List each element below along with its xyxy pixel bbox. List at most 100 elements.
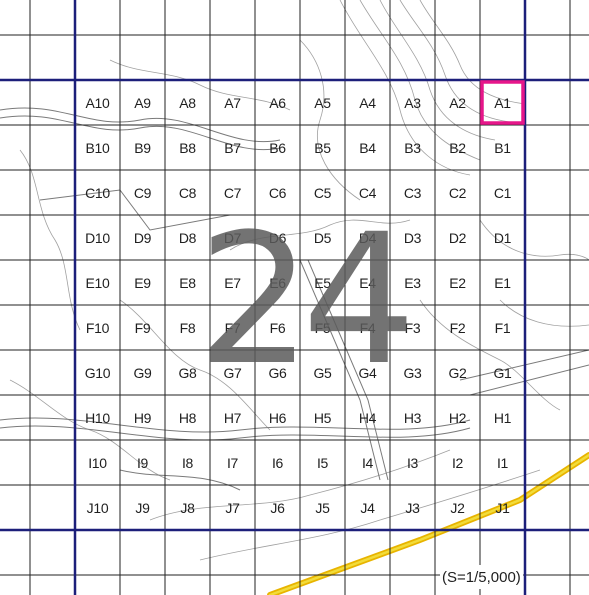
grid-cell-i10[interactable]: I10 — [88, 454, 107, 471]
grid-cell-b9[interactable]: B9 — [134, 139, 151, 156]
grid-cell-f2[interactable]: F2 — [449, 319, 466, 336]
grid-cell-h6[interactable]: H6 — [268, 409, 287, 426]
grid-cell-d5[interactable]: D5 — [313, 229, 332, 246]
grid-cell-f8[interactable]: F8 — [179, 319, 196, 336]
grid-cell-i2[interactable]: I2 — [451, 454, 464, 471]
grid-cell-b4[interactable]: B4 — [359, 139, 376, 156]
grid-cell-h8[interactable]: H8 — [178, 409, 197, 426]
grid-cell-i7[interactable]: I7 — [226, 454, 239, 471]
grid-cell-e10[interactable]: E10 — [85, 274, 110, 291]
grid-cell-b3[interactable]: B3 — [404, 139, 421, 156]
grid-cell-e4[interactable]: E4 — [359, 274, 376, 291]
grid-cell-j9[interactable]: J9 — [135, 499, 150, 516]
grid-cell-b8[interactable]: B8 — [179, 139, 196, 156]
grid-cell-e1[interactable]: E1 — [494, 274, 511, 291]
grid-cell-g1[interactable]: G1 — [493, 364, 512, 381]
grid-cell-g6[interactable]: G6 — [268, 364, 287, 381]
grid-cell-c9[interactable]: C9 — [133, 184, 152, 201]
grid-cell-d3[interactable]: D3 — [403, 229, 422, 246]
grid-cell-h7[interactable]: H7 — [223, 409, 242, 426]
grid-cell-h4[interactable]: H4 — [358, 409, 377, 426]
grid-cell-j7[interactable]: J7 — [225, 499, 240, 516]
grid-cell-i4[interactable]: I4 — [361, 454, 374, 471]
grid-cell-e9[interactable]: E9 — [134, 274, 151, 291]
grid-cell-h9[interactable]: H9 — [133, 409, 152, 426]
grid-cell-b2[interactable]: B2 — [449, 139, 466, 156]
grid-cell-h5[interactable]: H5 — [313, 409, 332, 426]
grid-cell-g5[interactable]: G5 — [313, 364, 332, 381]
grid-cell-d7[interactable]: D7 — [223, 229, 242, 246]
grid-cell-c4[interactable]: C4 — [358, 184, 377, 201]
grid-cell-a8[interactable]: A8 — [179, 94, 196, 111]
grid-cell-b5[interactable]: B5 — [314, 139, 331, 156]
grid-cell-j5[interactable]: J5 — [315, 499, 330, 516]
grid-cell-i8[interactable]: I8 — [181, 454, 194, 471]
grid-cell-f9[interactable]: F9 — [134, 319, 151, 336]
grid-cell-c2[interactable]: C2 — [448, 184, 467, 201]
grid-cell-g10[interactable]: G10 — [84, 364, 111, 381]
grid-cell-f4[interactable]: F4 — [359, 319, 376, 336]
grid-cell-f3[interactable]: F3 — [404, 319, 421, 336]
grid-cell-g7[interactable]: G7 — [223, 364, 242, 381]
grid-cell-j8[interactable]: J8 — [180, 499, 195, 516]
grid-cell-i6[interactable]: I6 — [271, 454, 284, 471]
grid-cell-i9[interactable]: I9 — [136, 454, 149, 471]
grid-cell-f1[interactable]: F1 — [494, 319, 511, 336]
grid-cell-j1[interactable]: J1 — [495, 499, 510, 516]
grid-cell-c8[interactable]: C8 — [178, 184, 197, 201]
grid-cell-c3[interactable]: C3 — [403, 184, 422, 201]
grid-cell-i5[interactable]: I5 — [316, 454, 329, 471]
grid-cell-c10[interactable]: C10 — [85, 184, 110, 201]
grid-cell-g4[interactable]: G4 — [358, 364, 377, 381]
grid-cell-g8[interactable]: G8 — [178, 364, 197, 381]
grid-cell-j3[interactable]: J3 — [405, 499, 420, 516]
grid-cell-b10[interactable]: B10 — [85, 139, 110, 156]
grid-cell-e3[interactable]: E3 — [404, 274, 421, 291]
grid-cell-c5[interactable]: C5 — [313, 184, 332, 201]
grid-cell-h10[interactable]: H10 — [85, 409, 110, 426]
grid-cell-d6[interactable]: D6 — [268, 229, 287, 246]
grid-cell-e8[interactable]: E8 — [179, 274, 196, 291]
grid-cell-a4[interactable]: A4 — [359, 94, 376, 111]
grid-cell-f7[interactable]: F7 — [224, 319, 241, 336]
grid-cell-a6[interactable]: A6 — [269, 94, 286, 111]
grid-cell-d10[interactable]: D10 — [85, 229, 110, 246]
grid-cell-h1[interactable]: H1 — [493, 409, 512, 426]
grid-cell-a3[interactable]: A3 — [404, 94, 421, 111]
grid-cell-b7[interactable]: B7 — [224, 139, 241, 156]
grid-cell-a2[interactable]: A2 — [449, 94, 466, 111]
grid-cell-a10[interactable]: A10 — [85, 94, 110, 111]
grid-cell-h2[interactable]: H2 — [448, 409, 467, 426]
grid-cell-c7[interactable]: C7 — [223, 184, 242, 201]
grid-cell-d2[interactable]: D2 — [448, 229, 467, 246]
grid-cell-j4[interactable]: J4 — [360, 499, 375, 516]
grid-cell-i1[interactable]: I1 — [496, 454, 509, 471]
grid-cell-d8[interactable]: D8 — [178, 229, 197, 246]
grid-cell-b6[interactable]: B6 — [269, 139, 286, 156]
grid-cell-e5[interactable]: E5 — [314, 274, 331, 291]
grid-cell-a5[interactable]: A5 — [314, 94, 331, 111]
grid-cell-a7[interactable]: A7 — [224, 94, 241, 111]
grid-cell-i3[interactable]: I3 — [406, 454, 419, 471]
grid-cell-c6[interactable]: C6 — [268, 184, 287, 201]
grid-cell-a1[interactable]: A1 — [494, 94, 511, 111]
grid-cell-j10[interactable]: J10 — [86, 499, 109, 516]
grid-cell-g9[interactable]: G9 — [133, 364, 152, 381]
grid-cell-f6[interactable]: F6 — [269, 319, 286, 336]
grid-cell-e2[interactable]: E2 — [449, 274, 466, 291]
grid-cell-j2[interactable]: J2 — [450, 499, 465, 516]
grid-cell-d4[interactable]: D4 — [358, 229, 377, 246]
grid-cell-d1[interactable]: D1 — [493, 229, 512, 246]
grid-cell-e7[interactable]: E7 — [224, 274, 241, 291]
grid-cell-a9[interactable]: A9 — [134, 94, 151, 111]
grid-cell-e6[interactable]: E6 — [269, 274, 286, 291]
grid-cell-c1[interactable]: C1 — [493, 184, 512, 201]
grid-cell-h3[interactable]: H3 — [403, 409, 422, 426]
grid-cell-j6[interactable]: J6 — [270, 499, 285, 516]
grid-cell-g3[interactable]: G3 — [403, 364, 422, 381]
grid-cell-g2[interactable]: G2 — [448, 364, 467, 381]
grid-cell-f5[interactable]: F5 — [314, 319, 331, 336]
grid-cell-b1[interactable]: B1 — [494, 139, 511, 156]
grid-cell-f10[interactable]: F10 — [85, 319, 110, 336]
grid-cell-d9[interactable]: D9 — [133, 229, 152, 246]
